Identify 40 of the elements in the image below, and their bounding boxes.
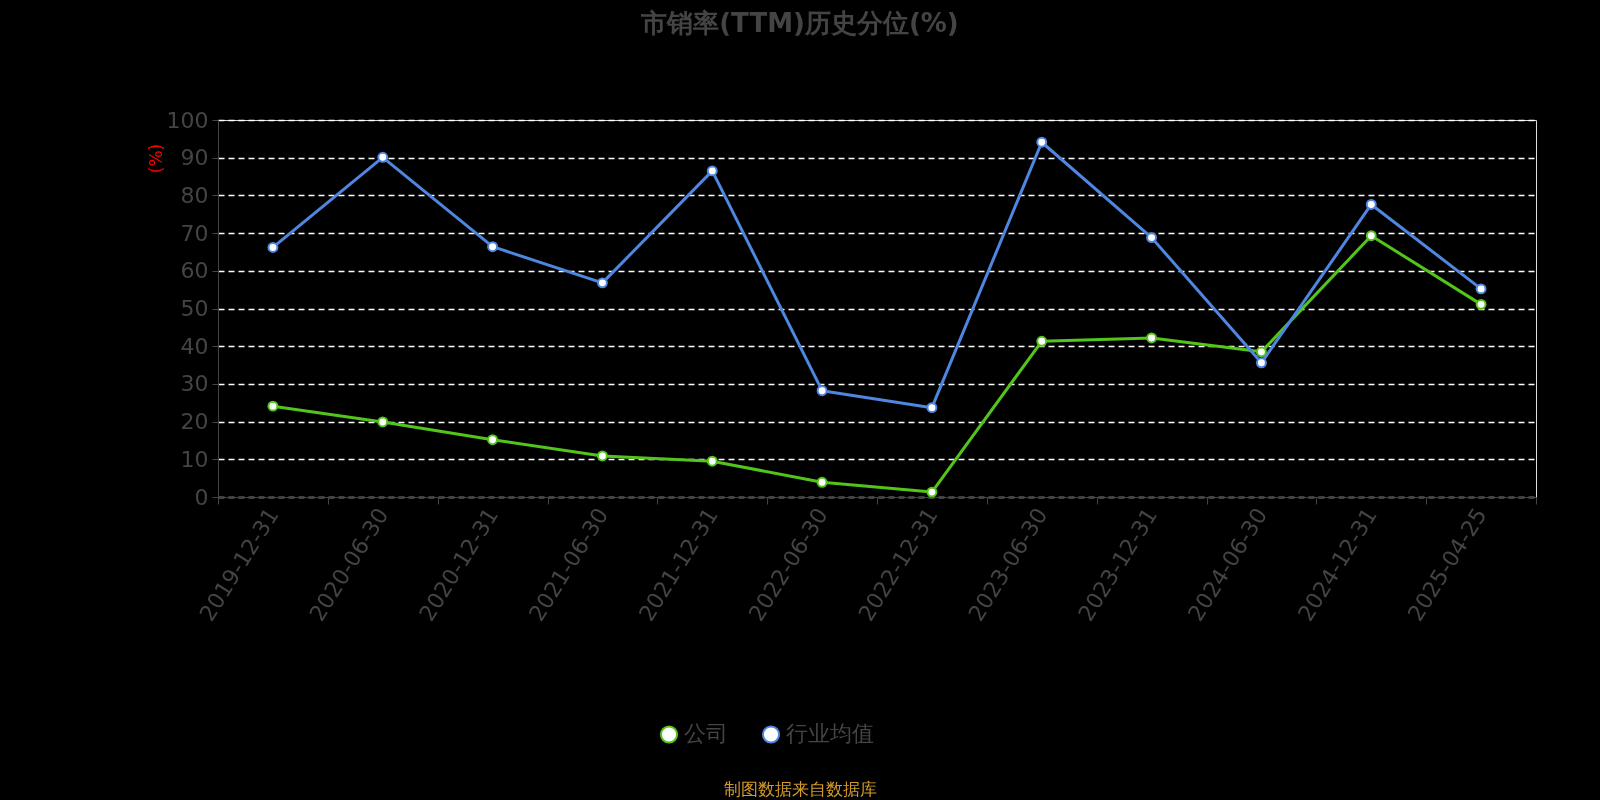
y-tick-label: 90 (180, 145, 209, 171)
point (596, 450, 608, 462)
point (706, 165, 718, 177)
point (1475, 298, 1487, 310)
y-tick-label: 40 (180, 333, 209, 359)
y-tick-label: 20 (180, 409, 209, 435)
y-tick-label: 30 (180, 371, 209, 397)
point (377, 416, 389, 428)
point (1036, 335, 1048, 347)
y-tick-label: 10 (180, 446, 209, 472)
point (926, 486, 938, 498)
y-tick-label: 60 (180, 258, 209, 284)
y-tick-label: 80 (180, 182, 209, 208)
point (816, 476, 828, 488)
point (267, 241, 279, 253)
point (1475, 283, 1487, 295)
point (1146, 232, 1158, 244)
chart-title: 市销率(TTM)历史分位(%) (640, 8, 959, 38)
text: 制图数据来自数据库 (723, 779, 877, 799)
point (487, 241, 499, 253)
point (267, 400, 279, 412)
point (1036, 136, 1048, 148)
y-tick-label: 100 (166, 107, 209, 133)
legend-label: 公司 (684, 721, 728, 747)
y-axis-title: (%) (145, 143, 166, 174)
point (1146, 332, 1158, 344)
point (926, 402, 938, 414)
y-tick-label: 0 (194, 484, 209, 510)
point (487, 434, 499, 446)
legend-label: 行业均值 (786, 721, 874, 747)
point (596, 277, 608, 289)
point (1365, 230, 1377, 242)
y-tick-label: 70 (180, 220, 209, 246)
point (816, 385, 828, 397)
point (377, 151, 389, 163)
point (1255, 357, 1267, 369)
point (1365, 198, 1377, 210)
point (1255, 346, 1267, 358)
point (706, 455, 718, 467)
y-tick-label: 50 (180, 296, 209, 321)
